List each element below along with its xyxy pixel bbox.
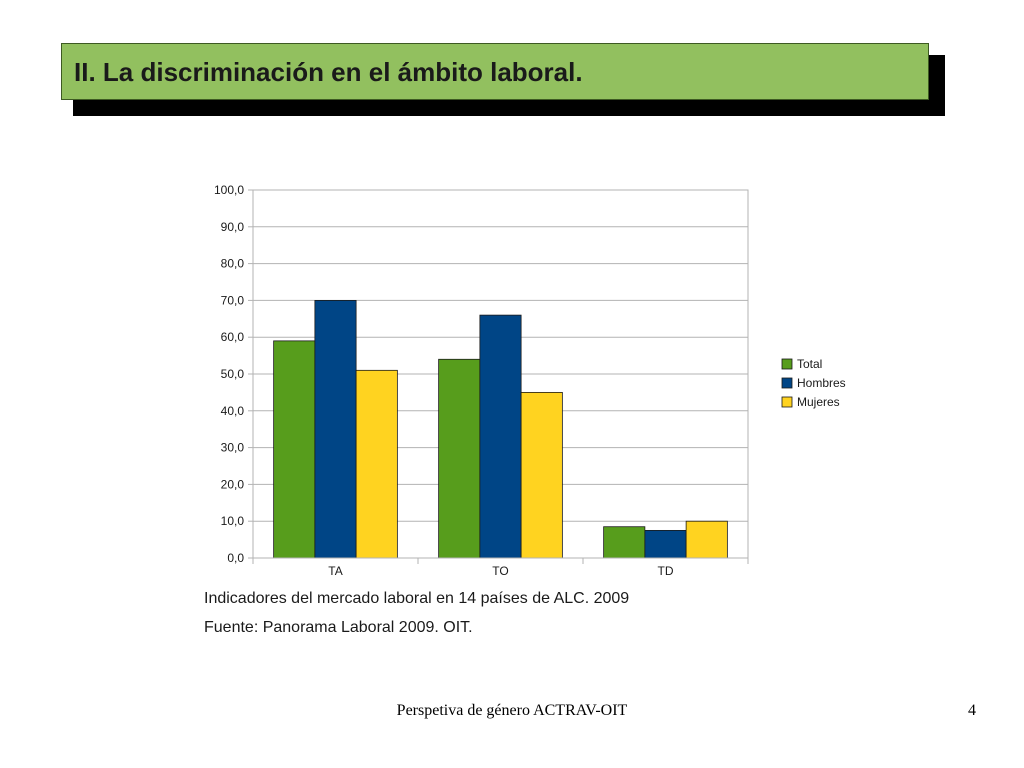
bar-mujeres-td bbox=[685, 520, 728, 559]
bar-hombres-to bbox=[479, 314, 522, 559]
y-tick-label: 90,0 bbox=[221, 220, 245, 234]
y-tick-label: 100,0 bbox=[214, 183, 244, 197]
bar-total-td bbox=[603, 526, 646, 559]
bar-hombres-ta bbox=[314, 300, 357, 559]
legend-label-mujeres: Mujeres bbox=[797, 395, 840, 409]
bar-total-to bbox=[438, 358, 481, 559]
y-tick-label: 70,0 bbox=[221, 293, 245, 307]
title-banner: II. La discriminación en el ámbito labor… bbox=[61, 43, 929, 100]
y-tick-label: 50,0 bbox=[221, 367, 245, 381]
page-number: 4 bbox=[968, 702, 976, 719]
legend-label-total: Total bbox=[797, 357, 822, 371]
y-tick-label: 40,0 bbox=[221, 404, 245, 418]
bar-mujeres-to bbox=[520, 391, 563, 559]
bar-hombres-td bbox=[644, 529, 687, 559]
bar-total-ta bbox=[273, 340, 316, 559]
x-tick-label: TA bbox=[328, 564, 342, 578]
y-tick-label: 10,0 bbox=[221, 514, 245, 528]
x-tick-label: TO bbox=[492, 564, 508, 578]
slide-title: II. La discriminación en el ámbito labor… bbox=[74, 57, 583, 87]
y-tick-label: 80,0 bbox=[221, 257, 245, 271]
bar-chart: 0,0 10,0 20,0 30,0 40,0 50,0 60,0 70,0 80,0 90,0 1… bbox=[214, 183, 846, 578]
chart-source: Fuente: Panorama Laboral 2009. OIT. bbox=[204, 619, 473, 636]
legend-swatch-hombres bbox=[781, 377, 793, 389]
x-tick-label: TD bbox=[658, 564, 674, 578]
y-tick-label: 0,0 bbox=[227, 551, 244, 565]
plot-frame bbox=[252, 189, 749, 559]
bar-mujeres-ta bbox=[355, 369, 398, 559]
y-tick-label: 60,0 bbox=[221, 330, 245, 344]
legend-label-hombres: Hombres bbox=[797, 376, 846, 390]
y-tick-label: 30,0 bbox=[221, 441, 245, 455]
legend-swatch-total bbox=[781, 358, 793, 370]
slide-footer: Perspetiva de género ACTRAV-OIT bbox=[396, 702, 628, 719]
y-tick-label: 20,0 bbox=[221, 477, 245, 491]
chart-caption: Indicadores del mercado laboral en 14 pa… bbox=[204, 590, 630, 607]
legend-swatch-mujeres bbox=[781, 396, 793, 408]
